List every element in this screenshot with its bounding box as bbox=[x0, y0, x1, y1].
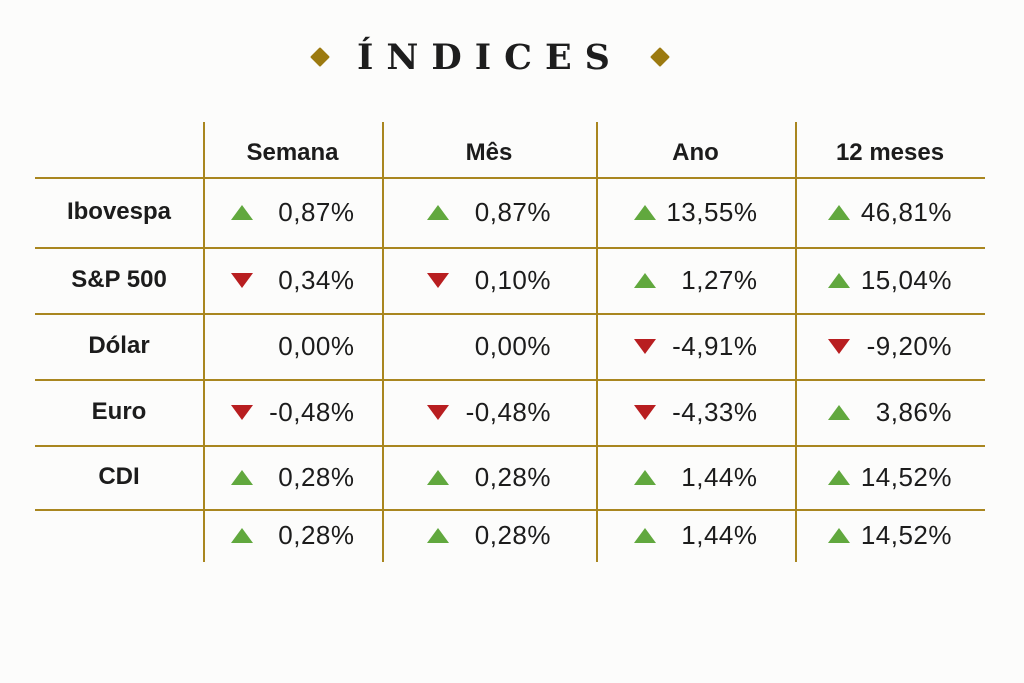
trend-icon bbox=[230, 469, 253, 485]
cell-dolar-ano: -4,91% bbox=[596, 313, 795, 379]
cell-euro-mes: -0,48% bbox=[382, 379, 596, 445]
table-grid: Semana Mês Ano 12 meses Ibovespa 0,87% 0… bbox=[35, 120, 985, 566]
cell-dolar-semana: 0,00% bbox=[203, 313, 382, 379]
cell-value: -0,48% bbox=[465, 396, 551, 427]
trend-icon bbox=[828, 404, 850, 420]
trend-icon bbox=[427, 404, 449, 420]
trend-icon bbox=[427, 272, 449, 288]
col-header-ano: Ano bbox=[672, 138, 719, 166]
col-header-semana: Semana bbox=[246, 138, 339, 166]
cell-cdi-semana: 0,28% bbox=[203, 445, 382, 509]
trend-icon bbox=[828, 272, 850, 288]
trend-icon bbox=[427, 528, 449, 543]
cell-cdi-mes: 0,28% bbox=[382, 445, 596, 509]
cell-blank-mes: 0,28% bbox=[382, 509, 596, 562]
cell-value: 13,55% bbox=[666, 196, 758, 227]
cell-value: 14,52% bbox=[860, 520, 952, 550]
trend-icon bbox=[230, 528, 253, 543]
grid-vline bbox=[795, 122, 797, 562]
cell-sp500-mes: 0,10% bbox=[382, 247, 596, 313]
cell-value: 0,34% bbox=[278, 264, 355, 295]
corner-cell bbox=[35, 120, 203, 177]
row-label-cdi: CDI bbox=[98, 463, 140, 490]
grid-hline bbox=[35, 313, 985, 315]
page-title: ÍNDICES bbox=[357, 36, 623, 78]
cell-value: -9,20% bbox=[866, 330, 952, 361]
cell-value: 46,81% bbox=[860, 196, 952, 227]
row-label-blank bbox=[35, 509, 203, 562]
trend-icon bbox=[633, 272, 656, 288]
cell-sp500-ano: 1,27% bbox=[596, 247, 795, 313]
cell-ibovespa-mes: 0,87% bbox=[382, 177, 596, 247]
grid-hline bbox=[35, 177, 985, 179]
row-label-euro: Euro bbox=[91, 398, 147, 425]
cell-sp500-semana: 0,34% bbox=[203, 247, 382, 313]
cell-dolar-12meses: -9,20% bbox=[795, 313, 985, 379]
grid-vline bbox=[203, 122, 205, 562]
cell-ibovespa-semana: 0,87% bbox=[203, 177, 382, 247]
cell-value: 1,44% bbox=[681, 520, 758, 550]
grid-hline bbox=[35, 509, 985, 511]
trend-icon bbox=[828, 338, 850, 354]
grid-hline bbox=[35, 379, 985, 381]
cell-euro-12meses: 3,86% bbox=[795, 379, 985, 445]
trend-icon bbox=[828, 204, 850, 220]
cell-blank-12meses: 14,52% bbox=[795, 509, 985, 562]
trend-icon bbox=[427, 204, 449, 220]
diamond-icon bbox=[650, 47, 670, 67]
cell-cdi-ano: 1,44% bbox=[596, 445, 795, 509]
row-label-ibovespa: Ibovespa bbox=[66, 198, 172, 225]
cell-value: 1,27% bbox=[681, 264, 758, 295]
cell-value: 0,10% bbox=[474, 264, 551, 295]
col-header-12meses: 12 meses bbox=[835, 138, 945, 166]
trend-icon bbox=[230, 204, 253, 220]
grid-vline bbox=[382, 122, 384, 562]
diamond-icon bbox=[310, 47, 330, 67]
trend-icon bbox=[633, 204, 656, 220]
col-header-mes: Mês bbox=[465, 138, 513, 166]
cell-value: 15,04% bbox=[860, 264, 952, 295]
trend-icon bbox=[427, 469, 449, 485]
cell-value: 0,28% bbox=[474, 520, 551, 550]
cell-value: 14,52% bbox=[860, 461, 952, 492]
trend-icon bbox=[230, 272, 253, 288]
cell-value: 0,00% bbox=[278, 330, 355, 361]
trend-icon bbox=[633, 528, 656, 543]
cell-value: 0,28% bbox=[278, 461, 355, 492]
row-label-dolar: Dólar bbox=[88, 332, 150, 359]
cell-blank-semana: 0,28% bbox=[203, 509, 382, 562]
cell-value: -0,48% bbox=[269, 396, 355, 427]
cell-sp500-12meses: 15,04% bbox=[795, 247, 985, 313]
trend-icon bbox=[230, 404, 253, 420]
cell-blank-ano: 1,44% bbox=[596, 509, 795, 562]
cell-cdi-12meses: 14,52% bbox=[795, 445, 985, 509]
cell-value: 3,86% bbox=[875, 396, 952, 427]
cell-dolar-mes: 0,00% bbox=[382, 313, 596, 379]
trend-icon bbox=[633, 404, 656, 420]
row-label-sp500: S&P 500 bbox=[71, 266, 167, 293]
trend-icon bbox=[828, 469, 850, 485]
cell-value: -4,33% bbox=[672, 396, 758, 427]
cell-value: 0,87% bbox=[278, 196, 355, 227]
cell-value: 0,28% bbox=[278, 520, 355, 550]
cell-ibovespa-ano: 13,55% bbox=[596, 177, 795, 247]
cell-value: 0,87% bbox=[474, 196, 551, 227]
trend-icon bbox=[633, 469, 656, 485]
indices-table: Semana Mês Ano 12 meses Ibovespa 0,87% 0… bbox=[35, 120, 985, 566]
cell-euro-semana: -0,48% bbox=[203, 379, 382, 445]
cell-value: 1,44% bbox=[681, 461, 758, 492]
cell-value: 0,28% bbox=[474, 461, 551, 492]
cell-value: 0,00% bbox=[474, 330, 551, 361]
grid-hline bbox=[35, 247, 985, 249]
cell-value: -4,91% bbox=[672, 330, 758, 361]
grid-vline bbox=[596, 122, 598, 562]
cell-ibovespa-12meses: 46,81% bbox=[795, 177, 985, 247]
trend-icon bbox=[828, 528, 850, 543]
grid-hline bbox=[35, 445, 985, 447]
cell-euro-ano: -4,33% bbox=[596, 379, 795, 445]
page-title-row: ÍNDICES bbox=[0, 32, 1002, 82]
trend-icon bbox=[633, 338, 656, 354]
